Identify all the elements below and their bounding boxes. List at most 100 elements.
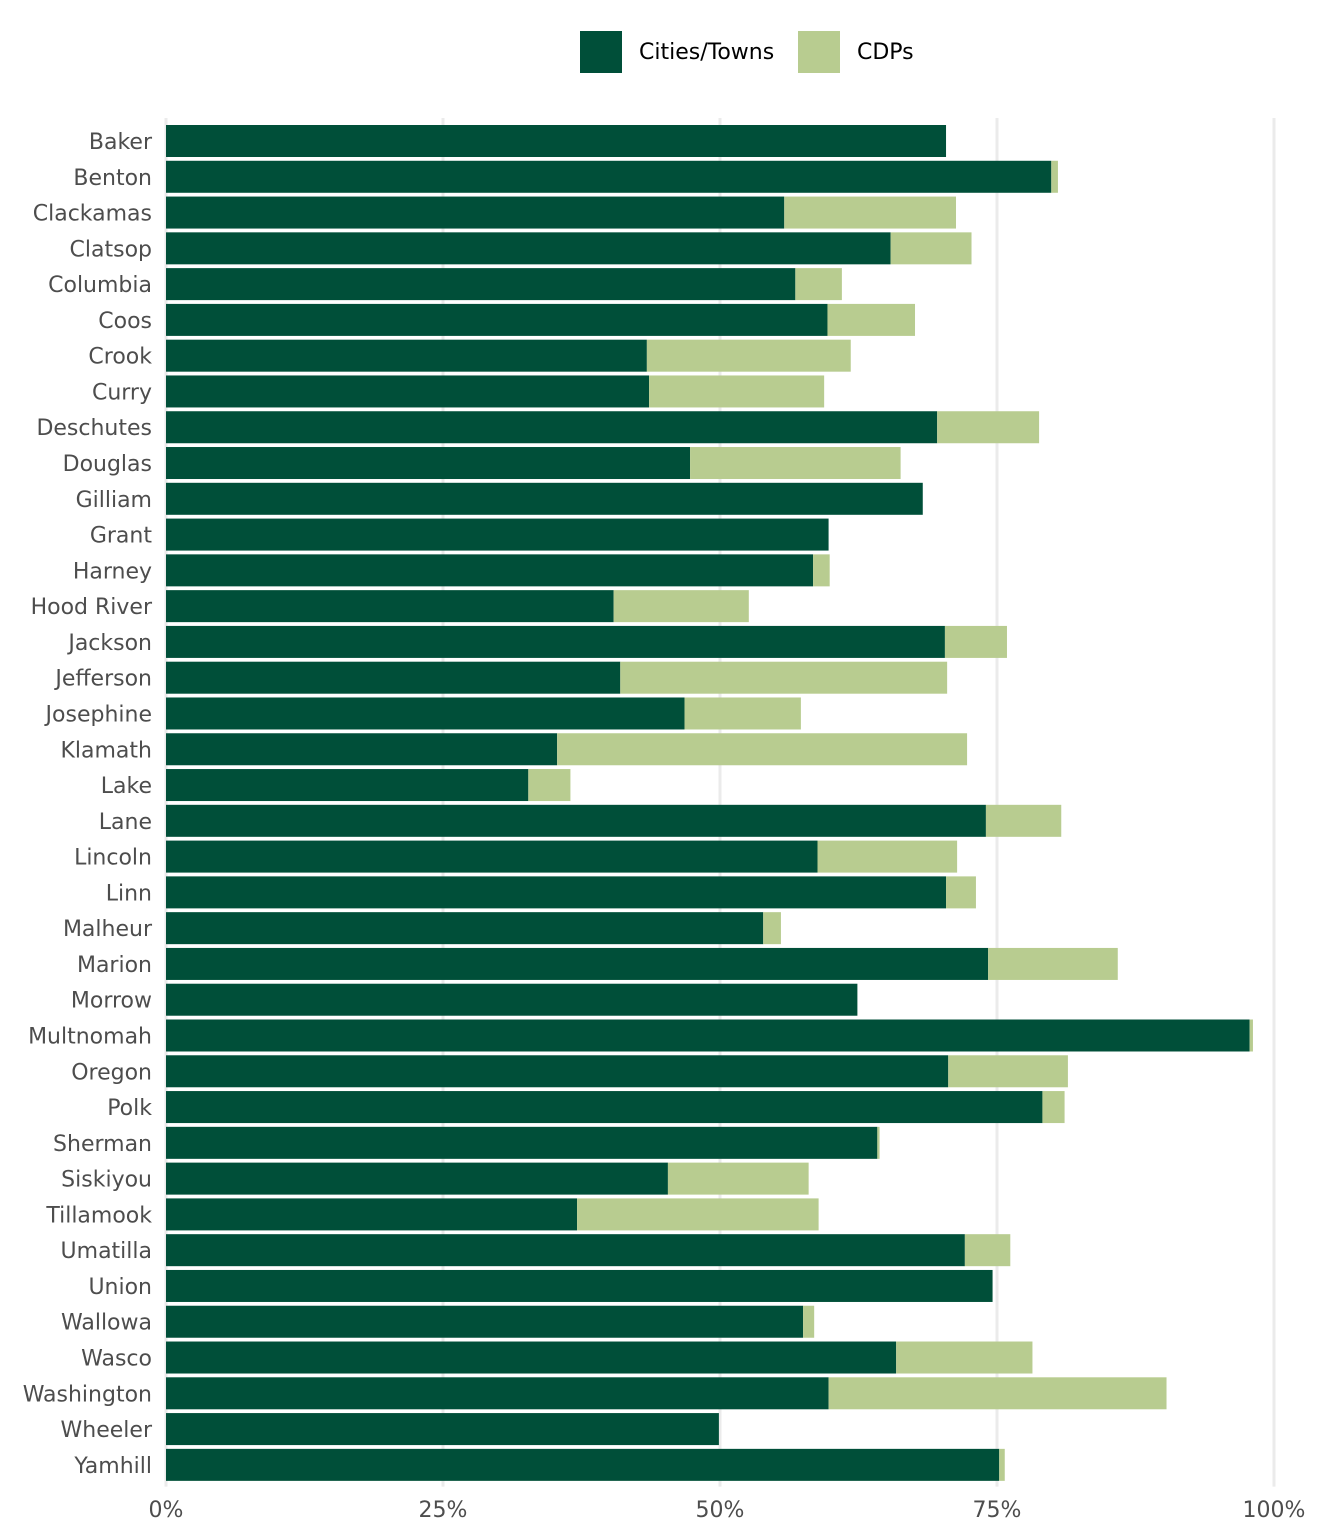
- y-tick-label: Lake: [101, 774, 152, 799]
- y-tick-label: Oregon: [71, 1060, 152, 1085]
- y-tick-label: Josephine: [44, 702, 152, 727]
- bar-cdps: [988, 947, 1118, 980]
- bar-cdps: [613, 590, 749, 623]
- bar-cdps: [667, 1162, 809, 1195]
- y-tick-label: Harney: [73, 559, 152, 584]
- x-tick-label: 25%: [419, 1498, 468, 1523]
- y-tick-label: Klamath: [60, 738, 152, 763]
- legend-label: CDPs: [857, 39, 914, 65]
- bars: [166, 125, 1253, 1481]
- bar-cities-towns: [166, 1019, 1250, 1052]
- bar-cities-towns: [166, 840, 818, 873]
- y-tick-label: Multnomah: [28, 1025, 152, 1050]
- y-tick-label: Morrow: [71, 989, 152, 1014]
- bar-cdps: [1249, 1019, 1253, 1052]
- y-tick-label: Wallowa: [61, 1311, 152, 1336]
- bar-cdps: [528, 769, 571, 802]
- bar-cities-towns: [166, 733, 558, 766]
- bar-cdps: [1042, 1091, 1065, 1124]
- y-tick-label: Gilliam: [76, 488, 152, 513]
- bar-cities-towns: [166, 1055, 949, 1088]
- bar-cities-towns: [166, 876, 947, 909]
- bar-cities-towns: [166, 1198, 578, 1231]
- bar-cdps: [964, 1234, 1011, 1267]
- legend-swatch-cities-towns: [580, 31, 622, 73]
- bar-cities-towns: [166, 1126, 878, 1159]
- bar-cdps: [937, 411, 1040, 444]
- bar-cities-towns: [166, 1269, 993, 1302]
- y-tick-label: Jackson: [66, 631, 152, 656]
- bar-cities-towns: [166, 1305, 804, 1338]
- y-axis-labels: Baker Benton Clackamas Clatsop Columbia Coos C…: [23, 130, 153, 1479]
- y-tick-label: Tillamook: [45, 1203, 152, 1228]
- y-tick-label: Crook: [88, 345, 152, 370]
- y-tick-label: Wasco: [81, 1347, 152, 1372]
- x-tick-label: 50%: [696, 1498, 745, 1523]
- bar-cdps: [896, 1341, 1033, 1374]
- y-tick-label: Washington: [23, 1382, 152, 1407]
- y-tick-label: Malheur: [63, 917, 153, 942]
- bar-cities-towns: [166, 232, 891, 265]
- y-tick-label: Benton: [73, 166, 152, 191]
- bar-cities-towns: [166, 947, 989, 980]
- bar-cdps: [620, 661, 948, 694]
- bar-cities-towns: [166, 1341, 897, 1374]
- bar-cdps: [763, 912, 781, 945]
- x-tick-label: 100%: [1243, 1498, 1306, 1523]
- bar-cities-towns: [166, 1413, 719, 1446]
- bar-cdps: [999, 1448, 1005, 1481]
- y-tick-label: Siskiyou: [61, 1168, 152, 1193]
- y-tick-label: Lane: [99, 810, 152, 835]
- bar-cities-towns: [166, 160, 1052, 193]
- bar-cdps: [784, 196, 957, 229]
- y-tick-label: Coos: [98, 309, 152, 334]
- bar-cities-towns: [166, 303, 828, 336]
- y-tick-label: Deschutes: [36, 416, 152, 441]
- y-tick-label: Baker: [89, 130, 153, 155]
- bar-cdps: [684, 697, 801, 730]
- legend-swatch-cdps: [798, 31, 840, 73]
- bar-cities-towns: [166, 482, 923, 515]
- bar-cdps: [890, 232, 972, 265]
- bar-cdps: [690, 447, 901, 480]
- y-tick-label: Columbia: [48, 273, 152, 298]
- bar-cities-towns: [166, 196, 785, 229]
- bar-cities-towns: [166, 625, 945, 658]
- bar-cities-towns: [166, 411, 938, 444]
- bar-cities-towns: [166, 1234, 965, 1267]
- bar-cdps: [827, 303, 916, 336]
- bar-cities-towns: [166, 1162, 668, 1195]
- bar-cdps: [803, 1305, 815, 1338]
- bar-cities-towns: [166, 447, 691, 480]
- bar-cdps: [813, 554, 830, 587]
- bar-cdps: [828, 1377, 1167, 1410]
- bar-cities-towns: [166, 983, 858, 1016]
- y-tick-label: Wheeler: [61, 1418, 153, 1443]
- legend: Cities/Towns CDPs: [0, 31, 1344, 73]
- bar-cities-towns: [166, 1377, 829, 1410]
- bar-cities-towns: [166, 769, 529, 802]
- bar-cities-towns: [166, 339, 647, 372]
- legend-item-cdps: CDPs: [798, 31, 914, 73]
- x-tick-label: 75%: [973, 1498, 1022, 1523]
- legend-item-cities-towns: Cities/Towns: [580, 31, 774, 73]
- bar-cdps: [948, 1055, 1068, 1088]
- bar-cdps: [577, 1198, 819, 1231]
- y-tick-label: Union: [88, 1275, 152, 1300]
- y-tick-label: Linn: [106, 881, 152, 906]
- bar-cdps: [557, 733, 968, 766]
- bar-cities-towns: [166, 912, 764, 945]
- y-tick-label: Yamhill: [73, 1454, 152, 1479]
- y-tick-label: Clatsop: [70, 237, 152, 262]
- y-tick-label: Grant: [90, 524, 153, 549]
- y-tick-label: Umatilla: [61, 1239, 152, 1264]
- bar-cities-towns: [166, 1448, 1000, 1481]
- x-axis-labels: 0% 25% 50% 75% 100%: [149, 1498, 1306, 1523]
- bar-cities-towns: [166, 1091, 1043, 1124]
- bar-cdps: [877, 1126, 880, 1159]
- bar-cities-towns: [166, 661, 621, 694]
- bar-cities-towns: [166, 590, 614, 623]
- bar-cities-towns: [166, 554, 814, 587]
- bar-cities-towns: [166, 268, 796, 301]
